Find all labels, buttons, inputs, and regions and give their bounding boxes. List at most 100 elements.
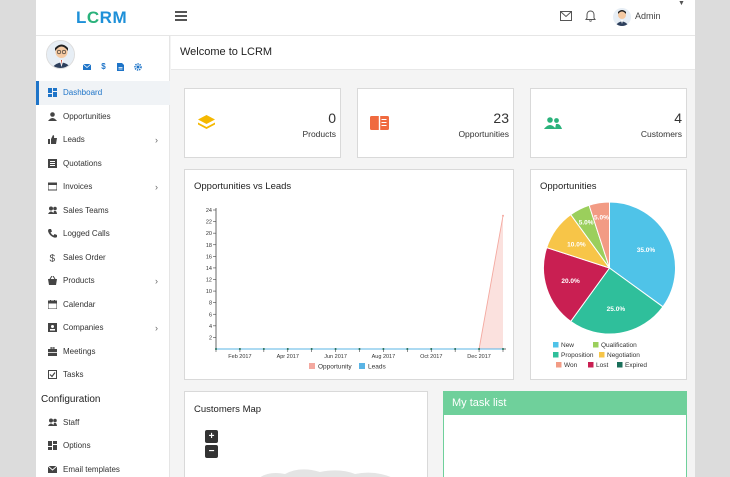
sidebar-item-dashboard[interactable]: Dashboard — [36, 81, 170, 105]
book-icon — [370, 116, 389, 130]
sidebar-item-meetings[interactable]: Meetings — [36, 340, 170, 364]
chevron-right-icon[interactable]: › — [155, 276, 158, 286]
data-point[interactable] — [502, 214, 504, 217]
data-point[interactable] — [286, 348, 289, 350]
sidebar-item-email-templates[interactable]: Email templates — [36, 458, 170, 477]
stat-value: 23 — [493, 110, 509, 126]
dollar-icon[interactable]: $ — [101, 62, 106, 71]
admin-name[interactable]: Admin — [635, 11, 661, 21]
sidebar-item-staff[interactable]: Staff — [36, 411, 170, 435]
stat-card-customers[interactable]: 4 Customers — [530, 88, 687, 158]
menu-toggle-icon[interactable] — [175, 11, 187, 21]
sidebar-item-invoices[interactable]: Invoices › — [36, 175, 170, 199]
chart-title: Opportunities — [540, 181, 597, 192]
sidebar-item-opportunities[interactable]: Opportunities — [36, 105, 170, 129]
zoom-in-button[interactable]: + — [205, 430, 218, 443]
sidebar-item-label: Email templates — [63, 464, 120, 474]
slice-label: 5.0% — [579, 220, 594, 227]
thumbs-up-icon — [48, 135, 57, 145]
section-title-configuration: Configuration — [41, 394, 101, 405]
data-point[interactable] — [454, 348, 457, 350]
data-point[interactable] — [406, 348, 409, 350]
y-tick-label: 20 — [206, 231, 212, 237]
quick-links: $ — [82, 62, 142, 71]
y-tick-label: 10 — [206, 289, 212, 295]
opportunities-pie-card: Opportunities 35.0% 25.0% 20.0% 10.0% 5.0% 5.… — [530, 169, 687, 380]
calendar-icon — [48, 299, 57, 309]
gear-icon[interactable] — [133, 62, 142, 71]
sidebar-item-leads[interactable]: Leads › — [36, 128, 170, 152]
stat-label: Opportunities — [458, 129, 509, 139]
legend-swatch — [553, 342, 559, 348]
map-title: Customers Map — [194, 404, 262, 415]
sidebar-item-label: Options — [63, 441, 91, 451]
envelope-icon[interactable] — [82, 62, 91, 71]
legend-swatch — [553, 352, 559, 358]
y-tick-label: 24 — [206, 208, 212, 214]
sidebar-item-quotations[interactable]: Quotations — [36, 152, 170, 176]
data-point[interactable] — [382, 348, 385, 350]
stat-value: 4 — [674, 110, 682, 126]
sidebar-item-sales-order[interactable]: $ Sales Order — [36, 246, 170, 270]
data-point[interactable] — [262, 348, 265, 350]
phone-icon — [48, 229, 57, 238]
chevron-right-icon[interactable]: › — [155, 135, 158, 145]
sidebar-item-companies[interactable]: Companies › — [36, 316, 170, 340]
stat-card-opportunities[interactable]: 23 Opportunities — [357, 88, 514, 158]
mail-icon[interactable] — [560, 11, 572, 21]
data-point[interactable] — [502, 348, 504, 350]
data-point[interactable] — [478, 348, 481, 350]
sidebar-item-label: Products — [63, 276, 95, 286]
legend-label: Negotiation — [607, 352, 640, 359]
user-avatar[interactable] — [46, 40, 75, 69]
data-point[interactable] — [215, 348, 217, 350]
task-list-card: My task list — [443, 391, 687, 477]
company-icon — [48, 323, 57, 333]
invoice-icon — [48, 182, 57, 191]
y-tick-label: 16 — [206, 254, 212, 260]
file-icon[interactable] — [116, 62, 125, 71]
sidebar-item-label: Logged Calls — [63, 229, 110, 239]
legend-label: Opportunity — [318, 364, 352, 371]
sidebar-item-label: Quotations — [63, 158, 102, 168]
sidebar-item-label: Dashboard — [63, 88, 103, 98]
chevron-right-icon[interactable]: › — [155, 323, 158, 333]
slice-label: 35.0% — [637, 247, 656, 254]
page-title: Welcome to LCRM — [180, 46, 273, 58]
data-point[interactable] — [310, 348, 313, 350]
sidebar-item-tasks[interactable]: Tasks — [36, 363, 170, 387]
sidebar-item-products[interactable]: Products › — [36, 269, 170, 293]
data-point[interactable] — [334, 348, 337, 350]
world-map[interactable] — [245, 462, 395, 477]
pie-slice-lost[interactable] — [543, 246, 611, 323]
sidebar-item-sales-teams[interactable]: Sales Teams — [36, 199, 170, 223]
admin-avatar[interactable] — [613, 8, 631, 26]
sidebar-item-label: Staff — [63, 417, 80, 427]
data-point[interactable] — [238, 348, 241, 350]
y-tick-label: 12 — [206, 278, 212, 284]
data-point[interactable] — [358, 348, 361, 350]
chevron-down-icon[interactable]: ▼ — [678, 0, 685, 7]
sidebar-item-calendar[interactable]: Calendar — [36, 293, 170, 317]
chevron-right-icon[interactable]: › — [155, 182, 158, 192]
y-tick-label: 22 — [206, 220, 212, 226]
app-logo[interactable]: LCRM — [76, 8, 128, 27]
users-icon — [544, 117, 562, 129]
sidebar: $ Dashboard Opportunities Leads › Quotations… — [36, 36, 170, 477]
stat-card-products[interactable]: 0 Products — [184, 88, 341, 158]
bell-icon[interactable] — [585, 10, 596, 22]
slice-label: 10.0% — [567, 241, 586, 248]
sidebar-item-options[interactable]: Options — [36, 434, 170, 458]
legend-swatch — [617, 362, 623, 368]
customers-map-card: Customers Map + − — [184, 391, 428, 477]
pie-slice-won[interactable] — [588, 201, 610, 269]
stat-value: 0 — [328, 110, 336, 126]
pie-slice-proposition[interactable] — [570, 267, 664, 335]
zoom-out-button[interactable]: − — [205, 445, 218, 458]
data-point[interactable] — [430, 348, 433, 350]
sidebar-item-logged-calls[interactable]: Logged Calls — [36, 222, 170, 246]
opportunities-vs-leads-card: Opportunities vs Leads 2 4 6 8 10 12 14 16 18 20 2… — [184, 169, 514, 380]
pie-slice-new[interactable] — [609, 201, 676, 308]
app-frame: LCRM Admin ▼ — [36, 0, 695, 477]
